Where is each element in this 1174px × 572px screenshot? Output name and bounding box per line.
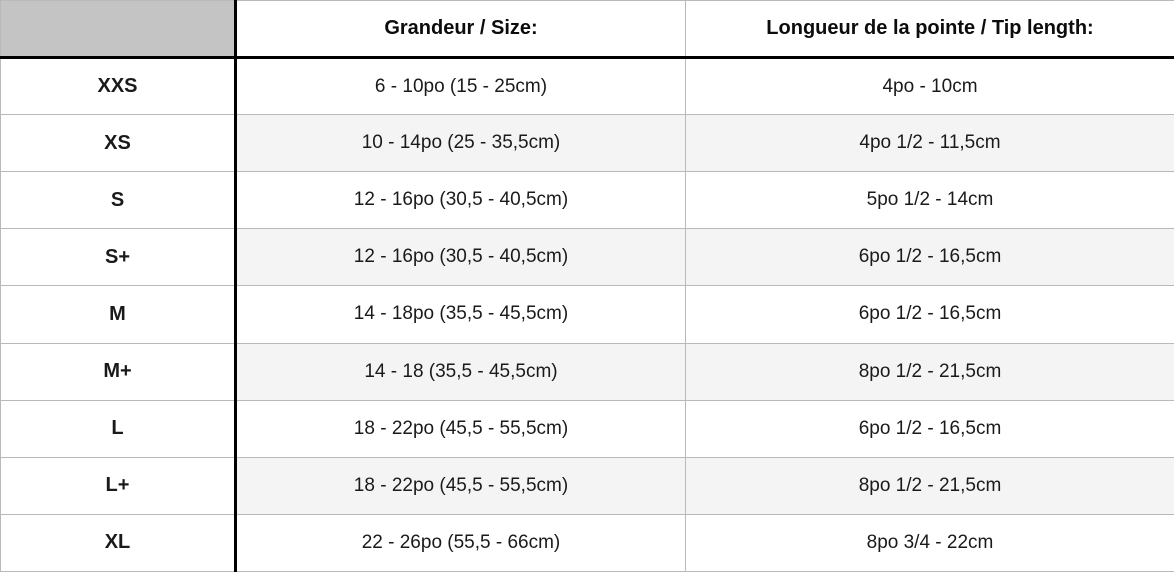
table-row: L 18 - 22po (45,5 - 55,5cm) 6po 1/2 - 16,5… xyxy=(0,400,1174,458)
table-row: XXS 6 - 10po (15 - 25cm) 4po - 10cm xyxy=(0,57,1174,116)
cell-grandeur-value: 14 - 18 (35,5 - 45,5cm) xyxy=(235,343,686,401)
table-body: XXS 6 - 10po (15 - 25cm) 4po - 10cm XS 10 - … xyxy=(0,57,1174,572)
cell-tip-length-value: 8po 3/4 - 22cm xyxy=(685,514,1174,572)
table-row: S 12 - 16po (30,5 - 40,5cm) 5po 1/2 - 14cm xyxy=(0,171,1174,230)
cell-size-label: XL xyxy=(0,514,237,572)
table-row: XL 22 - 26po (55,5 - 66cm) 8po 3/4 - 22cm xyxy=(0,514,1174,572)
cell-grandeur-value: 10 - 14po (25 - 35,5cm) xyxy=(235,114,686,173)
table-row: XS 10 - 14po (25 - 35,5cm) 4po 1/2 - 11,5c… xyxy=(0,114,1174,173)
cell-size-label: S+ xyxy=(0,228,237,287)
cell-size-label: L xyxy=(0,400,237,458)
table-row: L+ 18 - 22po (45,5 - 55,5cm) 8po 1/2 - 21,… xyxy=(0,457,1174,515)
column-header-tip-length: Longueur de la pointe / Tip length: xyxy=(685,0,1174,59)
cell-grandeur-value: 14 - 18po (35,5 - 45,5cm) xyxy=(235,285,686,344)
table-header: Grandeur / Size: Longueur de la pointe /… xyxy=(0,0,1174,59)
cell-tip-length-value: 6po 1/2 - 16,5cm xyxy=(685,228,1174,287)
cell-tip-length-value: 8po 1/2 - 21,5cm xyxy=(685,457,1174,515)
cell-size-label: XXS xyxy=(0,57,237,116)
cell-size-label: S xyxy=(0,171,237,230)
cell-tip-length-value: 6po 1/2 - 16,5cm xyxy=(685,285,1174,344)
cell-size-label: L+ xyxy=(0,457,237,515)
cell-grandeur-value: 12 - 16po (30,5 - 40,5cm) xyxy=(235,171,686,230)
cell-grandeur-value: 18 - 22po (45,5 - 55,5cm) xyxy=(235,457,686,515)
cell-tip-length-value: 5po 1/2 - 14cm xyxy=(685,171,1174,230)
cell-grandeur-value: 12 - 16po (30,5 - 40,5cm) xyxy=(235,228,686,287)
table-row: S+ 12 - 16po (30,5 - 40,5cm) 6po 1/2 - 16,… xyxy=(0,228,1174,287)
table-row: M 14 - 18po (35,5 - 45,5cm) 6po 1/2 - 16,5… xyxy=(0,285,1174,344)
cell-grandeur-value: 6 - 10po (15 - 25cm) xyxy=(235,57,686,116)
header-row: Grandeur / Size: Longueur de la pointe /… xyxy=(0,0,1174,59)
cell-size-label: XS xyxy=(0,114,237,173)
cell-size-label: M xyxy=(0,285,237,344)
cell-tip-length-value: 4po 1/2 - 11,5cm xyxy=(685,114,1174,173)
header-corner-cell xyxy=(0,0,237,59)
table-row: M+ 14 - 18 (35,5 - 45,5cm) 8po 1/2 - 21,5c… xyxy=(0,343,1174,401)
column-header-grandeur: Grandeur / Size: xyxy=(235,0,686,59)
cell-tip-length-value: 4po - 10cm xyxy=(685,57,1174,116)
cell-grandeur-value: 18 - 22po (45,5 - 55,5cm) xyxy=(235,400,686,458)
cell-tip-length-value: 8po 1/2 - 21,5cm xyxy=(685,343,1174,401)
cell-grandeur-value: 22 - 26po (55,5 - 66cm) xyxy=(235,514,686,572)
cell-tip-length-value: 6po 1/2 - 16,5cm xyxy=(685,400,1174,458)
cell-size-label: M+ xyxy=(0,343,237,401)
